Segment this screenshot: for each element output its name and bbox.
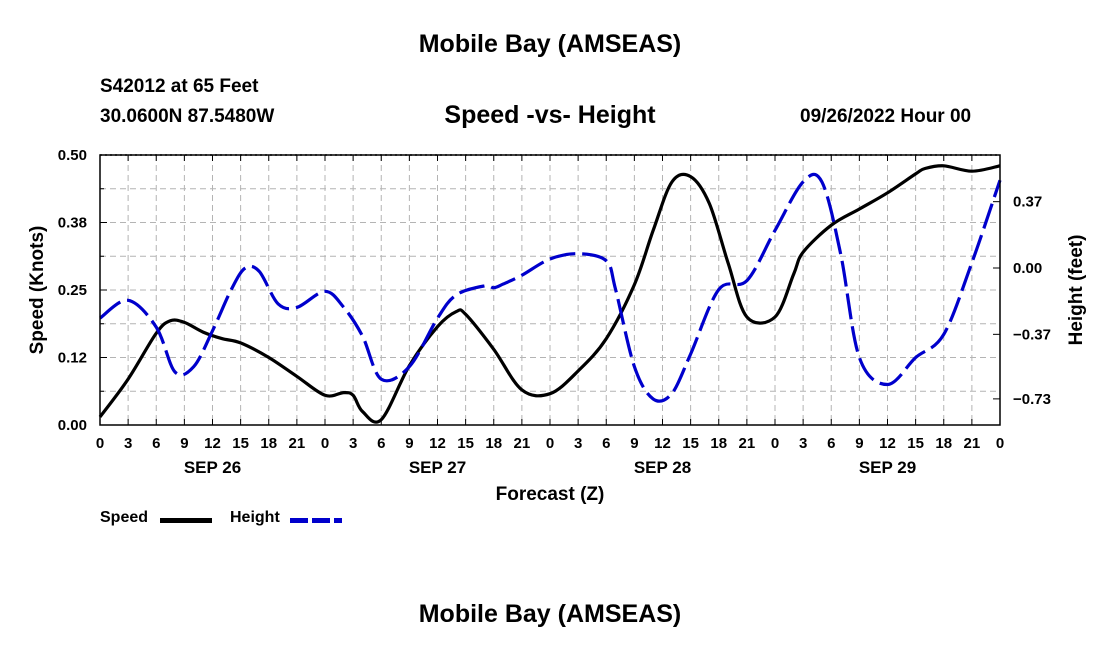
x-tick-label: 21 <box>514 435 531 452</box>
x-tick-label: 21 <box>964 435 981 452</box>
ticks-layer <box>99 154 1001 426</box>
x-tick-label: 15 <box>232 435 249 452</box>
x-tick-label: 12 <box>429 435 446 452</box>
x-tick-label: 18 <box>710 435 727 452</box>
x-tick-label: 18 <box>935 435 952 452</box>
grid-layer <box>100 154 1000 425</box>
date-label: SEP 27 <box>409 458 466 477</box>
speed-series-line <box>98 164 1001 424</box>
y-tick-label: 0.12 <box>58 350 87 367</box>
x-tick-label: 9 <box>180 435 188 452</box>
footer-title: Mobile Bay (AMSEAS) <box>418 600 682 628</box>
x-tick-label: 12 <box>879 435 896 452</box>
date-label: SEP 28 <box>634 458 691 477</box>
x-tick-label: 12 <box>204 435 221 452</box>
x-tick-label: 18 <box>260 435 277 452</box>
y2-axis-title: Height (feet) <box>1066 235 1087 346</box>
x-axis-title: Forecast (Z) <box>496 484 605 505</box>
y2-tick-label: −0.37 <box>1013 326 1051 343</box>
series-layer <box>98 164 1002 424</box>
run-time-label: 09/26/2022 Hour 00 <box>800 106 972 127</box>
y2-tick-label: 0.00 <box>1013 260 1042 277</box>
y2-tick-label: −0.73 <box>1013 391 1051 408</box>
legend-height-swatch <box>290 518 342 523</box>
x-tick-label: 9 <box>630 435 638 452</box>
y-tick-label: 0.25 <box>58 282 87 299</box>
x-tick-label: 15 <box>682 435 699 452</box>
y-tick-label: 0.00 <box>58 417 87 434</box>
legend-speed-swatch <box>160 518 212 523</box>
x-tick-label: 6 <box>377 435 385 452</box>
x-tick-label: 21 <box>289 435 306 452</box>
x-tick-label: 0 <box>96 435 104 452</box>
x-tick-label: 0 <box>771 435 779 452</box>
labels-layer: 0 3 6 9 12 15 18 21 0 3 6 9 12 15 18 21 0 3 6 9 12 15 18 21 0 3 6 9… <box>27 147 1087 505</box>
x-tick-label: 15 <box>457 435 474 452</box>
x-tick-label: 3 <box>574 435 582 452</box>
x-tick-label: 0 <box>321 435 329 452</box>
legend-speed-label: Speed <box>100 509 149 526</box>
main-title: Mobile Bay (AMSEAS) <box>418 30 682 58</box>
station-label: S42012 at 65 Feet <box>100 76 259 97</box>
y-tick-label: 0.38 <box>58 215 87 232</box>
x-tick-label: 12 <box>654 435 671 452</box>
coordinates-label: 30.0600N 87.5480W <box>100 106 275 127</box>
x-tick-label: 6 <box>152 435 160 452</box>
x-tick-label: 3 <box>124 435 132 452</box>
date-label: SEP 26 <box>184 458 241 477</box>
y-tick-label: 0.50 <box>58 147 87 164</box>
x-tick-label: 6 <box>827 435 835 452</box>
y-axis-title: Speed (Knots) <box>27 226 48 355</box>
chart-title: Speed -vs- Height <box>444 101 656 129</box>
x-tick-label: 6 <box>602 435 610 452</box>
x-tick-label: 0 <box>546 435 554 452</box>
x-tick-label: 15 <box>907 435 924 452</box>
date-label: SEP 29 <box>859 458 916 477</box>
x-tick-label: 3 <box>799 435 807 452</box>
x-tick-label: 9 <box>405 435 413 452</box>
legend-height-label: Height <box>230 509 280 526</box>
x-tick-label: 3 <box>349 435 357 452</box>
x-tick-label: 18 <box>485 435 502 452</box>
x-tick-label: 9 <box>855 435 863 452</box>
x-tick-label: 0 <box>996 435 1004 452</box>
x-tick-label: 21 <box>739 435 756 452</box>
y2-tick-label: 0.37 <box>1013 194 1042 211</box>
height-series-line <box>99 172 1002 403</box>
